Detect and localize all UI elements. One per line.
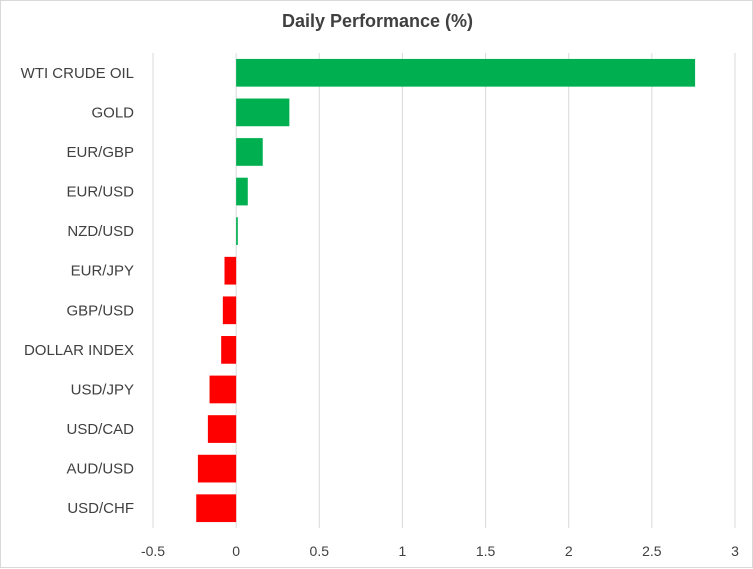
x-tick-label: 0.5 xyxy=(310,543,330,559)
category-label: NZD/USD xyxy=(67,223,134,240)
bar xyxy=(197,454,237,483)
bar xyxy=(224,256,237,285)
bar xyxy=(196,494,237,523)
x-tick-label: 2.5 xyxy=(642,543,662,559)
x-tick-label: 0 xyxy=(232,543,240,559)
category-label: WTI CRUDE OIL xyxy=(21,65,134,82)
bar xyxy=(209,375,237,404)
category-label: EUR/USD xyxy=(66,184,134,201)
category-label: USD/CAD xyxy=(66,421,134,438)
bar xyxy=(236,138,263,166)
bar xyxy=(222,296,237,325)
category-label: GBP/USD xyxy=(66,302,134,319)
x-tick-label: 2 xyxy=(565,543,573,559)
category-label: GOLD xyxy=(91,104,134,121)
bar xyxy=(236,217,238,245)
category-label: EUR/JPY xyxy=(71,263,134,280)
bar xyxy=(207,415,237,443)
x-tick-label: 1 xyxy=(399,543,407,559)
category-label: AUD/USD xyxy=(66,461,134,478)
chart-title: Daily Performance (%) xyxy=(281,11,474,31)
bar xyxy=(221,336,237,364)
category-label: USD/JPY xyxy=(71,381,134,398)
category-label: USD/CHF xyxy=(67,500,134,517)
category-label: EUR/GBP xyxy=(66,144,134,161)
bar xyxy=(236,98,290,127)
bar xyxy=(236,177,248,206)
x-tick-label: 3 xyxy=(731,543,739,559)
category-label: DOLLAR INDEX xyxy=(24,342,134,359)
bar xyxy=(236,58,696,87)
x-tick-label: -0.5 xyxy=(141,543,165,559)
x-tick-label: 1.5 xyxy=(476,543,496,559)
